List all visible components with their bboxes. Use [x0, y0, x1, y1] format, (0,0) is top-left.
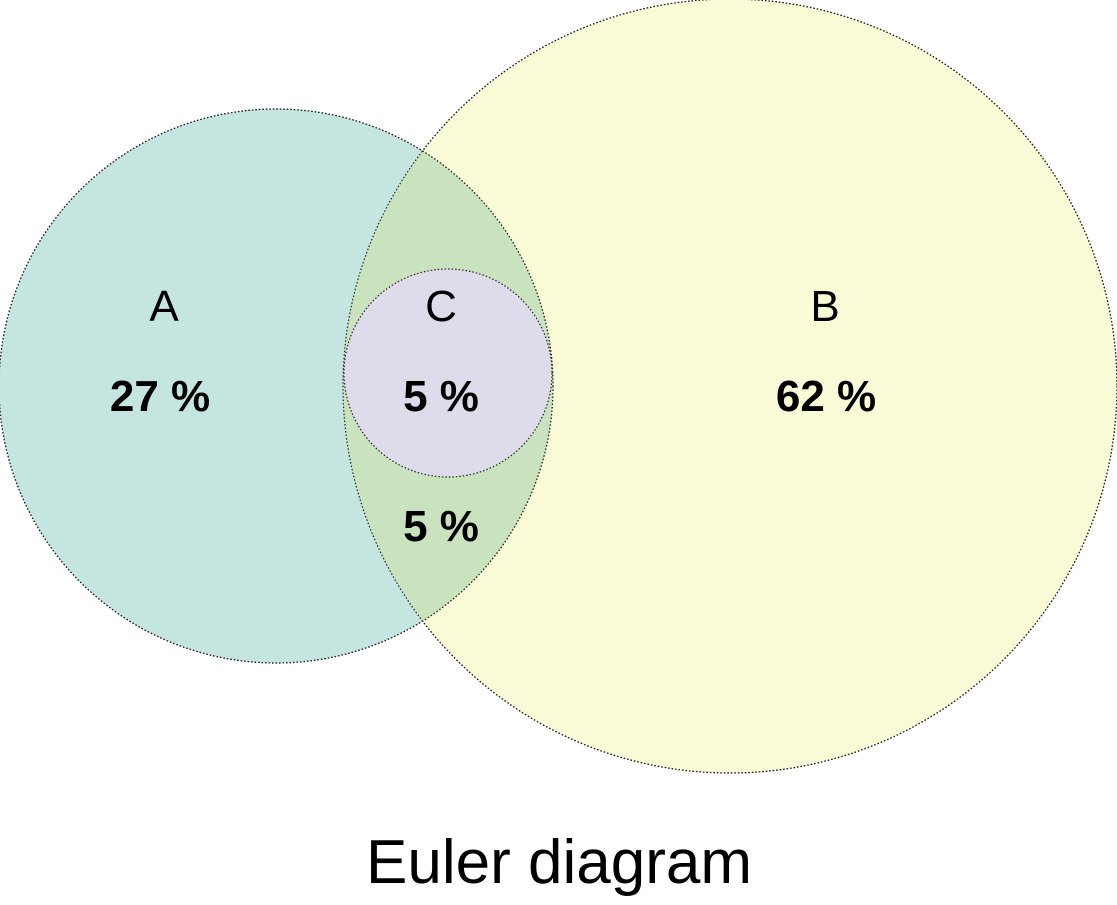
set-b-label: B — [810, 282, 839, 331]
set-b-outline — [342, 0, 1117, 774]
b-only-value: 62 % — [776, 372, 876, 421]
a-only-value: 27 % — [110, 372, 210, 421]
set-c-circle — [343, 268, 553, 478]
diagram-caption: Euler diagram — [366, 828, 752, 897]
a-and-b-not-c-value: 5 % — [403, 502, 479, 551]
set-a-outline — [0, 108, 554, 664]
c-value: 5 % — [403, 372, 479, 421]
set-a-label: A — [149, 282, 179, 331]
set-c-label: C — [425, 282, 457, 331]
